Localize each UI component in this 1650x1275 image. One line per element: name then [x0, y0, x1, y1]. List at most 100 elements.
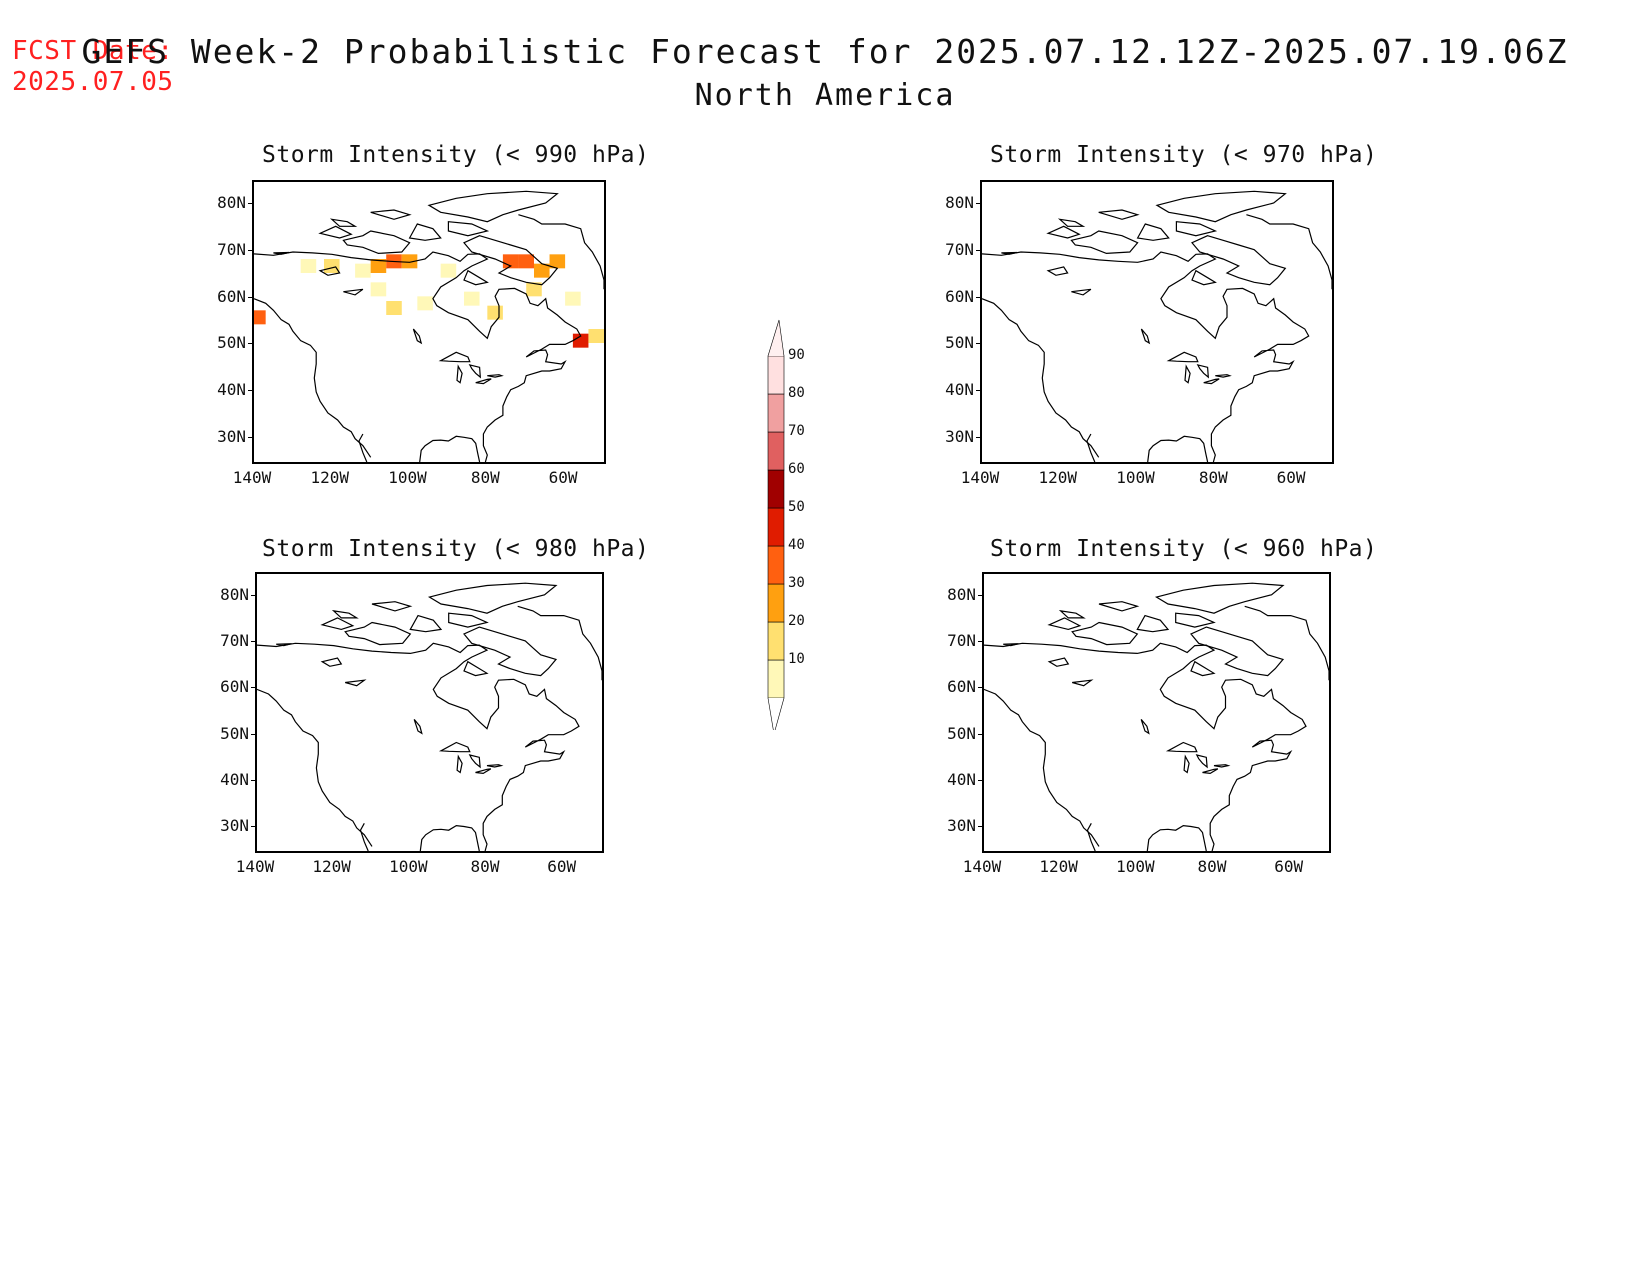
coastline: [1086, 823, 1096, 851]
panel-title: Storm Intensity (< 970 hPa): [990, 142, 1378, 168]
y-tick-label: 80N: [220, 585, 249, 605]
coastline: [1072, 679, 1094, 687]
map-frame: [255, 572, 604, 853]
coastline: [463, 269, 489, 286]
x-tick-label: 80W: [1197, 857, 1227, 876]
coastline: [1001, 251, 1018, 255]
coastline: [1195, 754, 1208, 769]
colorbar-level-label: 50: [788, 499, 805, 515]
colorbar-swatch: [767, 583, 785, 623]
coastline: [1058, 610, 1086, 619]
y-tick-label: 30N: [947, 815, 976, 835]
colorbar-level-label: 30: [788, 575, 805, 591]
x-tick-label: 120W: [1038, 468, 1078, 487]
coastline: [1246, 214, 1332, 290]
coastline: [419, 824, 480, 851]
coastline: [427, 582, 558, 614]
coastline: [345, 679, 367, 687]
colorbar-swatch: [767, 393, 785, 433]
page-title: GEFS Week-2 Probabilistic Forecast for 2…: [81, 32, 1569, 71]
coastline: [1165, 741, 1198, 753]
colorbar-level-label: 70: [788, 423, 805, 439]
coastline: [1140, 719, 1150, 735]
probability-cell: [572, 333, 589, 348]
coastline: [359, 823, 369, 851]
map-canvas: [257, 582, 602, 851]
coastline: [1155, 190, 1287, 223]
coastline: [331, 610, 359, 619]
x-tick-label: 140W: [962, 857, 1002, 876]
y-tick-label: 30N: [945, 426, 974, 446]
coastline: [1071, 288, 1092, 296]
probability-cell: [370, 259, 387, 273]
coastline: [1047, 657, 1070, 667]
map-canvas: [982, 190, 1332, 462]
coastline: [1136, 223, 1170, 241]
y-tick-label: 50N: [945, 333, 974, 353]
y-tick-label: 80N: [947, 585, 976, 605]
y-tick-label: 40N: [217, 380, 246, 399]
y-tick-label: 60N: [947, 677, 976, 697]
colorbar-top-cap: [767, 319, 785, 357]
y-tick-label: 30N: [217, 426, 246, 446]
colorbar-level-label: 60: [788, 461, 805, 477]
coastline: [1003, 643, 1019, 647]
coastline: [273, 251, 290, 255]
probability-cell: [324, 259, 340, 273]
coastline: [1057, 218, 1086, 227]
x-tick-label: 100W: [1116, 468, 1155, 487]
y-tick-label: 40N: [947, 769, 976, 789]
x-tick-label: 140W: [235, 857, 275, 876]
panel-title: Storm Intensity (< 960 hPa): [990, 536, 1378, 562]
colorbar-bottom-cap: [767, 697, 785, 730]
x-tick-label: 60W: [1276, 468, 1306, 487]
y-tick-label: 80N: [945, 193, 974, 213]
coastline: [475, 378, 492, 385]
map-canvas: [254, 190, 604, 462]
probability-cell: [300, 259, 317, 273]
coastline: [413, 719, 423, 735]
coastline: [419, 435, 481, 462]
y-tick-label: 30N: [220, 815, 249, 835]
probability-cell: [370, 282, 387, 297]
coastline: [1175, 221, 1218, 237]
y-tick-mark: [248, 343, 254, 345]
coastline: [1071, 621, 1139, 646]
y-tick-mark: [976, 343, 982, 345]
y-tick-mark: [978, 595, 984, 597]
coastline: [1154, 582, 1285, 614]
coastline: [448, 612, 489, 628]
coastline: [518, 214, 604, 290]
coastline: [1213, 764, 1231, 768]
coastline: [1146, 824, 1207, 851]
coastline: [1166, 351, 1199, 363]
probability-cell: [588, 329, 604, 343]
probability-cell: [464, 291, 480, 306]
colorbar-swatch: [767, 659, 785, 699]
y-tick-mark: [251, 687, 257, 689]
x-tick-label: 100W: [1116, 857, 1155, 876]
x-tick-label: 80W: [1198, 468, 1228, 487]
coastline: [463, 660, 489, 677]
panel-title: Storm Intensity (< 980 hPa): [262, 536, 650, 562]
x-tick-label: 80W: [470, 468, 500, 487]
coastline: [982, 298, 1100, 458]
y-tick-mark: [978, 641, 984, 643]
coastline: [456, 364, 463, 384]
fcst-date-line1: FCST Date:: [12, 36, 174, 66]
coastline: [1175, 612, 1216, 628]
coastline: [486, 764, 504, 768]
probability-cell: [565, 291, 581, 306]
coastline: [1047, 617, 1082, 631]
coastline: [1046, 266, 1069, 276]
probability-cell: [417, 296, 433, 311]
map-frame: [980, 180, 1334, 464]
y-tick-mark: [251, 779, 257, 781]
colorbar-level-label: 80: [788, 385, 805, 401]
coastline: [1070, 230, 1139, 255]
coastline: [447, 221, 490, 237]
coastline: [276, 643, 292, 647]
coastline: [371, 601, 413, 612]
panel-title: Storm Intensity (< 990 hPa): [262, 142, 650, 168]
probability-cell: [487, 305, 503, 320]
